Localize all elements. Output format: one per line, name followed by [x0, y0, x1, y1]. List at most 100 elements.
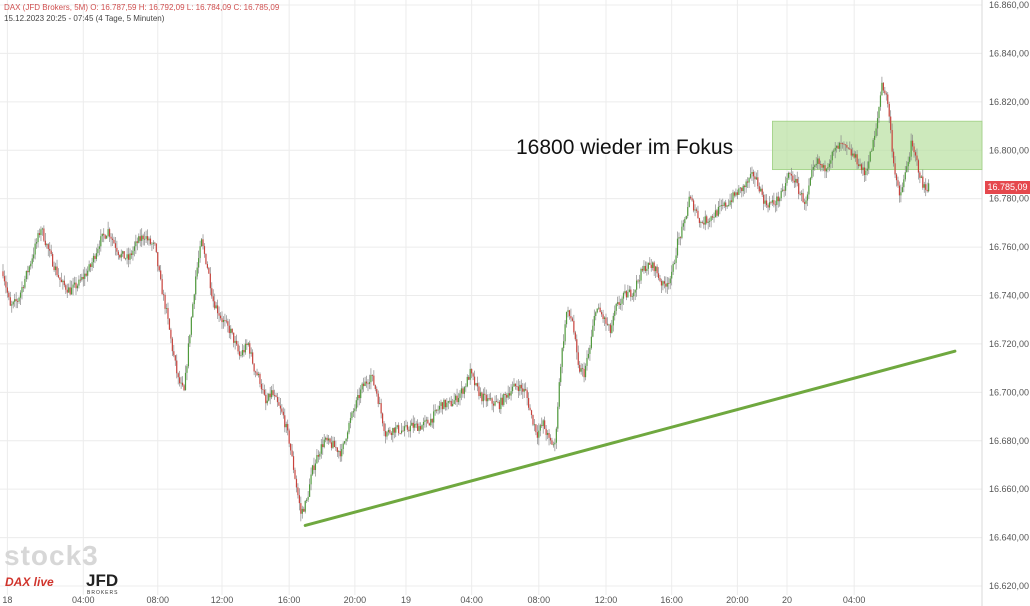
candle-body	[98, 246, 100, 249]
candle-body	[379, 403, 381, 404]
candle-body	[279, 405, 281, 409]
candle-body	[799, 193, 801, 195]
candle-body	[650, 264, 652, 268]
candle-body	[602, 314, 604, 319]
candle-body	[466, 376, 468, 387]
candle-body	[44, 240, 46, 246]
candle-body	[860, 164, 863, 171]
y-tick-label: 16.760,00	[989, 242, 1029, 252]
candle-body	[801, 193, 803, 195]
y-tick-label: 16.680,00	[989, 436, 1029, 446]
candle-body	[71, 287, 73, 295]
candle-body	[688, 196, 690, 207]
candle-body	[330, 442, 333, 448]
candle-body	[417, 423, 419, 431]
candle-body	[110, 236, 112, 239]
candle-body	[735, 192, 737, 196]
candle-body	[271, 390, 273, 398]
candle-body	[78, 279, 80, 286]
candle-body	[390, 432, 392, 436]
candle-body	[355, 400, 357, 409]
candle-body	[260, 383, 263, 390]
candle-body	[627, 292, 629, 298]
candle-body	[744, 185, 746, 188]
candle-body	[249, 343, 251, 354]
candle-body	[31, 258, 33, 264]
candle-body	[319, 453, 321, 457]
candle-body	[434, 409, 436, 412]
candle-body	[637, 280, 639, 282]
candle-body	[365, 381, 368, 384]
candle-body	[767, 205, 769, 208]
candle-body	[690, 196, 692, 199]
candle-body	[311, 465, 314, 475]
candle-body	[706, 216, 708, 223]
candle-body	[837, 145, 839, 149]
candle-body	[338, 451, 340, 453]
candle-body	[351, 412, 353, 419]
candle-body	[519, 384, 521, 391]
candle-body	[21, 287, 23, 293]
candle-body	[163, 294, 165, 296]
candle-body	[571, 318, 573, 321]
candle-body	[203, 246, 206, 254]
candle-body	[336, 447, 338, 453]
candle-body	[576, 339, 578, 353]
candle-body	[694, 209, 696, 211]
candle-body	[901, 187, 903, 193]
candle-body	[869, 151, 871, 162]
x-tick-label: 16:00	[278, 595, 301, 605]
candle-body	[24, 279, 26, 288]
candle-body	[856, 154, 858, 165]
candle-body	[422, 421, 425, 426]
candle-body	[504, 393, 506, 395]
x-tick-label: 04:00	[460, 595, 483, 605]
candle-body	[792, 175, 794, 181]
candle-body	[529, 407, 531, 411]
candle-body	[443, 399, 445, 410]
candle-body	[452, 404, 454, 407]
candle-body	[465, 386, 467, 388]
candle-body	[287, 424, 289, 431]
candle-body	[795, 178, 797, 183]
candle-body	[303, 508, 305, 512]
candle-body	[583, 368, 585, 378]
candle-body	[50, 250, 52, 255]
candle-body	[82, 276, 84, 279]
candle-body	[95, 253, 98, 259]
candle-body	[243, 350, 245, 353]
candle-body	[679, 237, 682, 238]
candle-body	[167, 308, 169, 319]
candle-body	[456, 395, 458, 403]
candle-body	[691, 198, 693, 201]
candle-body	[884, 90, 886, 94]
candle-body	[698, 218, 701, 223]
candle-body	[92, 255, 95, 263]
candle-body	[173, 351, 175, 356]
candle-body	[859, 164, 861, 167]
candle-body	[605, 317, 607, 324]
candle-body	[447, 401, 449, 403]
candle-body	[695, 209, 698, 211]
y-tick-label: 16.700,00	[989, 387, 1029, 397]
candle-body	[33, 254, 35, 259]
candle-body	[100, 236, 102, 247]
candle-body	[582, 368, 584, 369]
candle-body	[363, 383, 365, 387]
candle-body	[395, 427, 397, 433]
x-tick-label: 16:00	[660, 595, 683, 605]
candle-body	[866, 168, 868, 171]
candle-body	[263, 389, 265, 395]
candle-body	[136, 241, 138, 243]
candle-body	[525, 389, 527, 391]
candle-body	[475, 383, 477, 386]
candle-body	[275, 395, 277, 398]
candle-body	[509, 393, 511, 396]
candle-body	[644, 265, 646, 272]
candle-body	[441, 402, 444, 410]
candle-body	[108, 229, 111, 237]
candle-body	[120, 253, 122, 258]
candle-body	[707, 221, 709, 223]
candle-body	[503, 393, 505, 405]
